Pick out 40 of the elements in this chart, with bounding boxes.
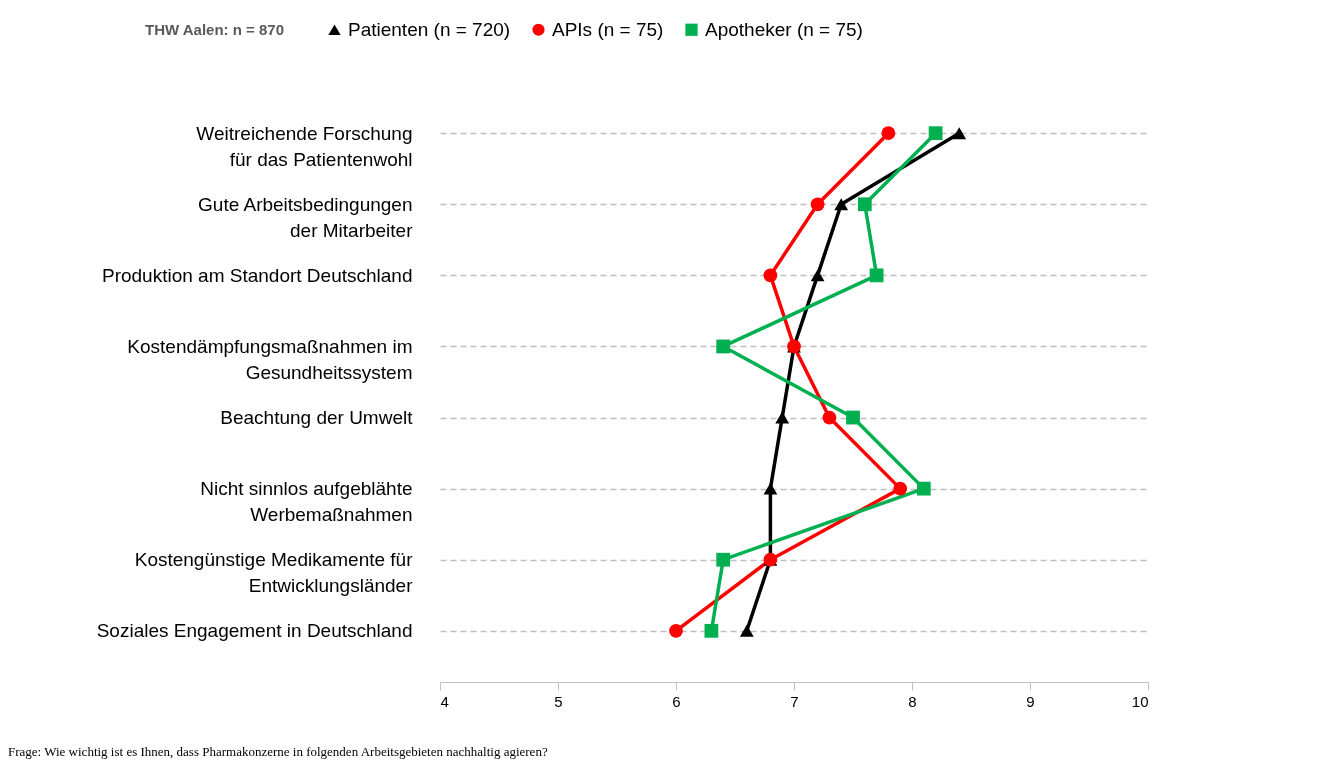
y-tick-label: Soziales Engagement in Deutschland [96, 620, 413, 642]
legend-title: THW Aalen: n = 870 [145, 21, 285, 38]
x-tick-label: 4 [440, 692, 449, 710]
x-tick-label: 5 [554, 692, 563, 710]
y-tick-label: Produktion am Standort Deutschland [101, 264, 413, 286]
point [916, 481, 931, 496]
point [763, 268, 778, 283]
point [893, 481, 908, 496]
point [763, 482, 778, 495]
x-tick-label: 9 [1026, 692, 1035, 710]
point [669, 623, 683, 638]
point [857, 197, 872, 212]
point [846, 410, 860, 425]
point [810, 269, 825, 282]
point [739, 624, 754, 637]
point [869, 268, 884, 283]
point [822, 410, 837, 425]
x-tick-label: 10 [1131, 692, 1149, 710]
legend-label: Patienten (n = 720) [348, 18, 511, 40]
y-tick-label: Weitreichende Forschung für das Patientenwohl [196, 122, 413, 170]
point [881, 126, 896, 141]
y-tick-label: Kostengünstige Medikamente für Entwicklungsländer [134, 549, 414, 597]
y-tick-label: Nicht sinnlos aufgeblähte Werbemaßnahmen [200, 478, 413, 526]
legend-label: APIs (n = 75) [552, 18, 664, 40]
point [810, 197, 825, 212]
point [704, 623, 719, 638]
point [775, 411, 790, 424]
point [928, 126, 943, 141]
legend-label: Apotheker (n = 75) [705, 18, 863, 40]
x-tick-label: 8 [908, 692, 917, 710]
x-tick-label: 6 [672, 692, 681, 710]
y-tick-label: Beachtung der Umwelt [220, 407, 414, 429]
y-tick-label: Kostendämpfungsmaßnahmen im Gesundheitssystem [127, 335, 413, 383]
point [834, 198, 849, 211]
x-tick-label: 7 [790, 692, 799, 710]
y-tick-label: Gute Arbeitsbedingungen der Mitarbeiter [198, 193, 414, 241]
point [716, 552, 731, 567]
text: Frage: Wie wichtig ist es Ihnen, dass Pharmakonzerne in folgenden Arbeitsgebieten nachhaltig agieren? [8, 744, 548, 759]
point [952, 127, 967, 140]
point [716, 339, 731, 354]
